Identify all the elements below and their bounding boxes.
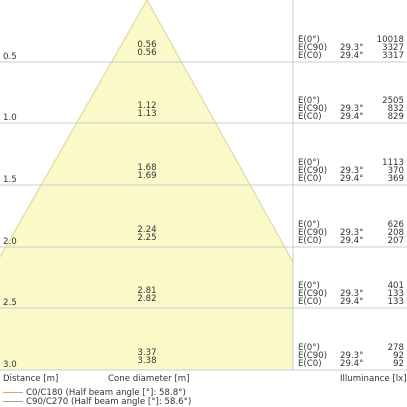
cone-diameter-c90: 1.13	[137, 109, 156, 119]
row-values: 0.50.560.56E(0°)E(C90)E(C0)29.3°29.4°100…	[3, 35, 404, 370]
angle-c90: 29.3°	[340, 43, 363, 53]
legend-c90: C90/C270 (Half beam angle [°]: 58.6°)	[3, 397, 191, 407]
e-c90-label: E(C90)	[298, 228, 327, 238]
e-c0-label: E(C0)	[298, 359, 322, 369]
cone-diameter-c90: 0.56	[137, 48, 156, 58]
legend-c90-label: C90/C270 (Half beam angle [°]: 58.6°)	[26, 397, 192, 407]
e0-value: 1113	[382, 158, 404, 168]
e-c90-label: E(C90)	[298, 104, 327, 114]
angle-c90: 29.3°	[340, 166, 363, 176]
distance-label: 2.0	[3, 237, 17, 247]
e-c0-label: E(C0)	[298, 297, 322, 307]
e-c0-value: 3317	[382, 51, 404, 61]
cone-diameter-c90: 3.38	[137, 356, 156, 366]
distance-label: 1.0	[3, 113, 17, 123]
e-c90-value: 208	[388, 228, 404, 238]
e-c0-label: E(C0)	[298, 112, 322, 122]
c90-line-swatch	[3, 401, 23, 402]
e0-label: E(0°)	[298, 96, 320, 106]
e0-label: E(0°)	[298, 220, 320, 230]
angle-c0: 29.4°	[340, 297, 363, 307]
illuminance-axis-label: Illuminance [lx]	[340, 374, 407, 384]
e-c90-value: 832	[388, 104, 404, 114]
angle-c0: 29.4°	[340, 359, 363, 369]
e0-value: 626	[388, 220, 404, 230]
e-c0-label: E(C0)	[298, 174, 322, 184]
e-c90-value: 133	[388, 289, 404, 299]
distance-axis-label: Distance [m]	[3, 374, 59, 384]
legend-c0: C0/C180 (Half beam angle [°]: 58.8°)	[3, 388, 186, 398]
angle-c90: 29.3°	[340, 289, 363, 299]
e-c0-value: 92	[393, 359, 404, 369]
e0-value: 2505	[382, 96, 404, 106]
cone-diameter-c0: 3.37	[137, 348, 156, 358]
legend-c0-label: C0/C180 (Half beam angle [°]: 58.8°)	[26, 388, 186, 398]
angle-c0: 29.4°	[340, 174, 363, 184]
e0-value: 10018	[377, 35, 404, 45]
e-c90-label: E(C90)	[298, 166, 327, 176]
angle-c90: 29.3°	[340, 228, 363, 238]
cone-diameter-c0: 2.81	[137, 286, 156, 296]
cone-diameter-c0: 2.24	[137, 225, 156, 235]
distance-label: 3.0	[3, 360, 17, 370]
e0-label: E(0°)	[298, 35, 320, 45]
e-c90-label: E(C90)	[298, 43, 327, 53]
cone-diameter-c0: 1.12	[137, 101, 156, 111]
angle-c90: 29.3°	[340, 351, 363, 361]
distance-label: 0.5	[3, 52, 17, 62]
cone-diameter-c90: 1.69	[137, 171, 156, 181]
e-c90-label: E(C90)	[298, 289, 327, 299]
e-c0-label: E(C0)	[298, 51, 322, 61]
e-c0-value: 133	[388, 297, 404, 307]
e-c90-value: 370	[388, 166, 404, 176]
e0-label: E(0°)	[298, 343, 320, 353]
grid-lines	[0, 0, 407, 371]
cone-diameter-c0: 0.56	[137, 40, 156, 50]
e0-label: E(0°)	[298, 281, 320, 291]
angle-c90: 29.3°	[340, 104, 363, 114]
e-c90-value: 3327	[382, 43, 404, 53]
e0-label: E(0°)	[298, 158, 320, 168]
angle-c0: 29.4°	[340, 236, 363, 246]
distance-label: 1.5	[3, 175, 17, 185]
e-c0-label: E(C0)	[298, 236, 322, 246]
e-c0-value: 369	[388, 174, 404, 184]
cone-diameter-c90: 2.25	[137, 233, 156, 243]
angle-c0: 29.4°	[340, 51, 363, 61]
e-c0-value: 829	[388, 112, 404, 122]
e0-value: 278	[388, 343, 404, 353]
e-c0-value: 207	[388, 236, 404, 246]
e-c90-label: E(C90)	[298, 351, 327, 361]
c0-line-swatch	[3, 392, 23, 393]
e-c90-value: 92	[393, 351, 404, 361]
cone-diameter-c90: 2.82	[137, 294, 156, 304]
angle-c0: 29.4°	[340, 112, 363, 122]
distance-label: 2.5	[3, 298, 17, 308]
e0-value: 401	[388, 281, 404, 291]
cone-diameter-axis-label: Cone diameter [m]	[108, 374, 190, 384]
cone-diameter-c0: 1.68	[137, 163, 156, 173]
